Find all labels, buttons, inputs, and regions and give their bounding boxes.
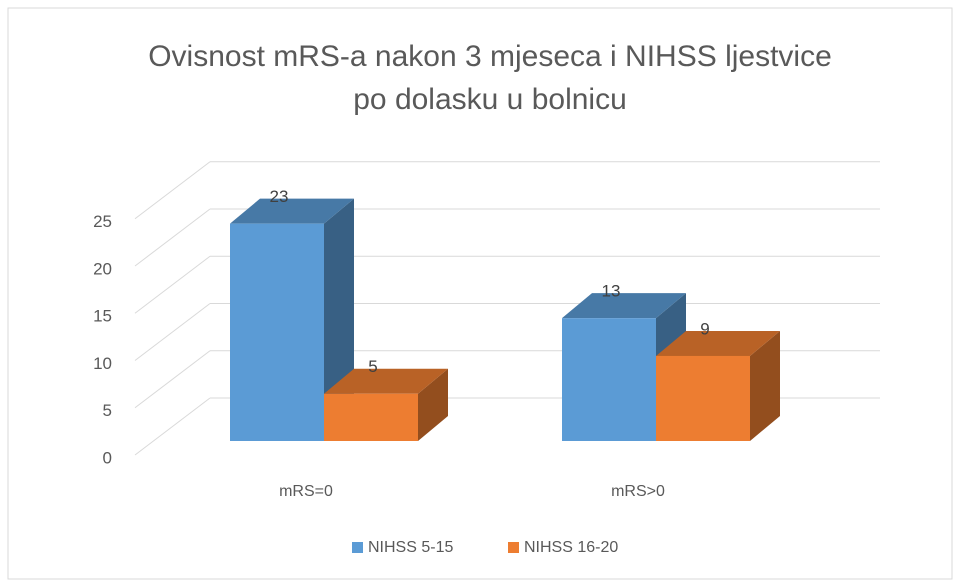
- grid-line: [134, 255, 211, 314]
- grid-line: [134, 208, 211, 267]
- grid-line: [134, 350, 211, 409]
- bar: [324, 393, 418, 441]
- chart-title: po dolasku u bolnicu: [353, 83, 627, 116]
- y-tick-label: 0: [103, 448, 112, 467]
- bar-top: [324, 368, 448, 394]
- grid-line: [134, 397, 211, 456]
- legend-label: NIHSS 5-15: [368, 539, 453, 556]
- data-label: 13: [602, 282, 621, 301]
- bar-top: [230, 198, 354, 224]
- x-tick-label: mRS>0: [611, 483, 665, 500]
- y-tick-label: 20: [93, 259, 112, 278]
- legend-swatch: [352, 542, 363, 553]
- chart-title: Ovisnost mRS-a nakon 3 mjeseca i NIHSS l…: [148, 40, 832, 73]
- legend-swatch: [508, 542, 519, 553]
- data-label: 5: [368, 357, 377, 376]
- y-tick-label: 15: [93, 307, 112, 326]
- bar-top: [656, 330, 780, 356]
- data-label: 9: [700, 319, 709, 338]
- bar-side: [418, 368, 448, 441]
- bar-top: [562, 293, 686, 319]
- data-label: 23: [270, 187, 289, 206]
- bar: [230, 223, 324, 441]
- chart-frame: [7, 7, 953, 580]
- y-tick-label: 10: [93, 354, 112, 373]
- grid-line: [134, 303, 211, 361]
- y-tick-label: 5: [103, 401, 112, 420]
- bar-side: [750, 330, 780, 441]
- x-tick-label: mRS=0: [279, 483, 333, 500]
- bar: [656, 355, 750, 441]
- bar: [562, 318, 656, 441]
- legend-label: NIHSS 16-20: [524, 539, 618, 556]
- grid-line: [134, 161, 211, 220]
- y-tick-label: 25: [93, 212, 112, 231]
